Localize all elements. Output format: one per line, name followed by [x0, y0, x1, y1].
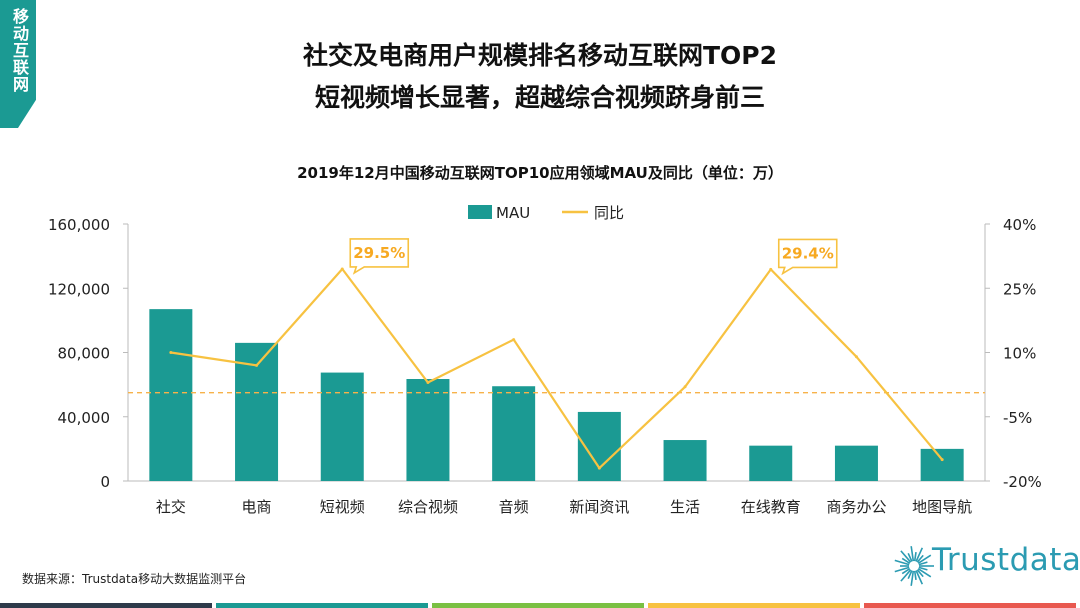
headline-line-1: 社交及电商用户规模排名移动互联网TOP2: [302, 41, 778, 70]
logo-ray: [910, 570, 915, 586]
bar-7: [663, 440, 707, 481]
left-tick-label: 120,000: [48, 280, 110, 298]
logo-ray: [907, 552, 913, 562]
category-label: 短视频: [320, 498, 365, 516]
logo-ray: [918, 561, 928, 566]
yoy-point-3: [340, 267, 344, 271]
legend-mau-swatch: [468, 205, 492, 219]
category-label: 音频: [499, 498, 529, 516]
category-label: 电商: [242, 498, 272, 516]
logo-ray: [900, 569, 912, 582]
logo-ray: [900, 550, 912, 563]
category-label: 生活: [670, 498, 700, 516]
yoy-point-8: [769, 267, 773, 271]
right-tick-label: -20%: [1003, 473, 1042, 491]
legend-mau-label: MAU: [496, 204, 530, 222]
logo-ray: [917, 554, 932, 564]
footer-seg-4: [648, 603, 860, 608]
corner-tab-label: 移动互联网: [10, 8, 29, 93]
category-label: 地图导航: [912, 498, 972, 516]
left-tick-label: 40,000: [58, 409, 111, 427]
left-tick-label: 0: [100, 473, 110, 491]
bar-1: [149, 309, 193, 481]
logo-ray: [915, 547, 924, 562]
right-tick-label: 10%: [1003, 345, 1036, 363]
right-tick-label: -5%: [1003, 409, 1032, 427]
yoy-point-4: [426, 380, 430, 384]
right-tick-label: 40%: [1003, 216, 1036, 234]
category-label: 新闻资讯: [569, 498, 629, 516]
bar-4: [406, 379, 450, 481]
callout-box-1: [349, 238, 410, 275]
starburst-logo-icon: [894, 546, 934, 586]
footer-seg-1: [0, 603, 212, 608]
bar-9: [834, 445, 878, 481]
category-label: 在线教育: [741, 498, 801, 516]
category-label: 商务办公: [826, 498, 886, 516]
footer-seg-5: [864, 603, 1076, 608]
logo-ray: [916, 569, 924, 578]
bar-8: [749, 445, 793, 481]
yoy-line: [170, 267, 943, 470]
footer-color-bar: [0, 603, 1080, 608]
yoy-point-7: [683, 385, 687, 389]
logo-ray: [894, 566, 910, 573]
category-label: 社交: [156, 498, 186, 516]
mau-chart: 0 40,000 80,000 120,000 160,000 -20% -5% 10% 25%…: [48, 204, 1042, 516]
corner-tab: 移动互联网: [0, 0, 36, 128]
chart-title: 2019年12月中国移动互联网TOP10应用领域MAU及同比（单位：万）: [297, 164, 783, 182]
legend-yoy-label: 同比: [594, 204, 624, 222]
logo-ray: [907, 570, 913, 580]
logo-ray: [894, 559, 910, 566]
logo-ray: [918, 566, 928, 571]
yoy-point-2: [255, 363, 259, 367]
bar-5: [492, 386, 536, 481]
category-label: 综合视频: [398, 498, 458, 516]
logo-ray: [901, 557, 911, 564]
trustdata-logo: Trustdata: [892, 536, 1080, 592]
callout-label-1: 29.5%: [353, 244, 405, 262]
bar-3: [320, 372, 364, 481]
logo-ray: [913, 570, 917, 581]
logo-ray: [916, 554, 924, 563]
data-source: 数据来源：Trustdata移动大数据监测平台: [22, 572, 247, 586]
yoy-point-6: [597, 466, 601, 470]
left-tick-label: 80,000: [58, 345, 111, 363]
logo-text: Trustdata: [932, 542, 1080, 578]
callout-label-2: 29.4%: [782, 244, 834, 262]
yoy-point-9: [854, 355, 858, 359]
headline-line-2: 短视频增长显著，超越综合视频跻身前三: [314, 83, 765, 112]
yoy-point-5: [512, 338, 516, 342]
yoy-point-1: [169, 351, 173, 354]
footer-seg-2: [216, 603, 428, 608]
logo-ray: [915, 570, 924, 585]
logo-ray: [913, 551, 917, 562]
logo-ray: [910, 546, 915, 562]
right-tick-label: 25%: [1003, 280, 1036, 298]
bar-10: [920, 448, 964, 481]
logo-ray: [917, 568, 932, 578]
footer-seg-3: [432, 603, 644, 608]
yoy-point-10: [940, 458, 944, 462]
logo-ray: [901, 568, 911, 575]
callout-box-2: [777, 238, 838, 276]
left-tick-label: 160,000: [48, 216, 110, 234]
